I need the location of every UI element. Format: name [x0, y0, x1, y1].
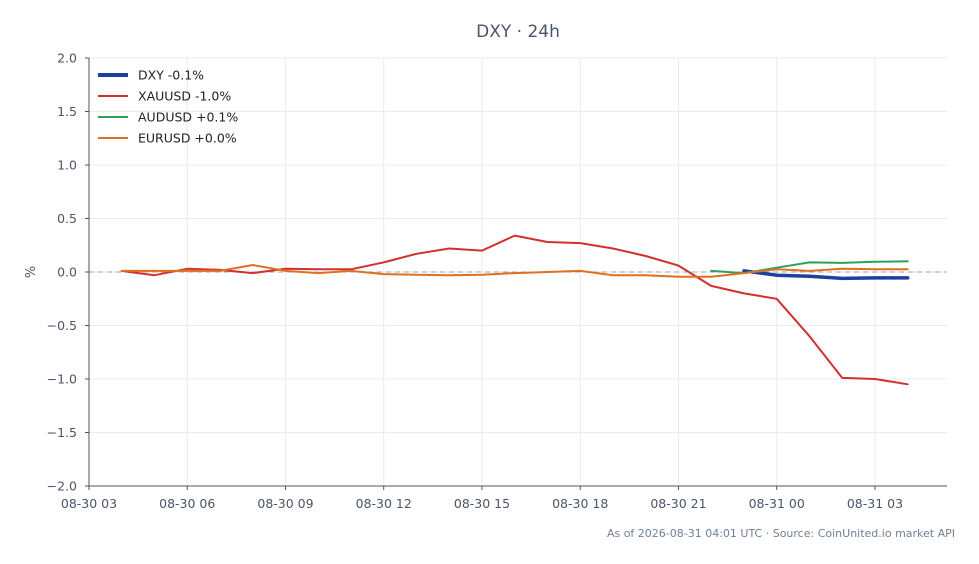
y-tick-label-3: 0.5: [57, 211, 77, 226]
series-line-1: [120, 234, 909, 386]
x-tick-label-4: 08-30 15: [454, 496, 510, 511]
x-tick-label-7: 08-31 00: [749, 496, 805, 511]
x-tick-label-6: 08-30 21: [650, 496, 706, 511]
source-footer: As of 2026-08-31 04:01 UTC · Source: Coi…: [607, 527, 955, 540]
legend-label-3: EURUSD +0.0%: [138, 131, 237, 146]
series-line-3: [120, 264, 909, 278]
y-tick-label-7: −1.5: [47, 425, 77, 440]
x-tick-label-2: 08-30 09: [257, 496, 313, 511]
x-tick-label-0: 08-30 03: [61, 496, 117, 511]
legend-label-0: DXY -0.1%: [138, 68, 204, 83]
y-tick-label-0: 2.0: [57, 51, 77, 66]
chart-title: DXY · 24h: [476, 22, 560, 42]
y-tick-label-6: −1.0: [47, 372, 77, 387]
legend-label-1: XAUUSD -1.0%: [138, 89, 231, 104]
y-axis-label: %: [24, 266, 39, 278]
legend-label-2: AUDUSD +0.1%: [138, 110, 238, 125]
series-line-0: [742, 269, 910, 281]
series-group: [120, 234, 910, 386]
y-tick-label-2: 1.0: [57, 158, 77, 173]
legend: DXY -0.1% XAUUSD -1.0% AUDUSD +0.1% EURUSD …: [98, 68, 238, 146]
x-tick-label-8: 08-31 03: [847, 496, 903, 511]
x-tick-label-5: 08-30 18: [552, 496, 608, 511]
x-tick-label-1: 08-30 06: [159, 496, 215, 511]
y-tick-label-8: −2.0: [47, 479, 77, 494]
x-tick-label-3: 08-30 12: [356, 496, 412, 511]
y-tick-label-1: 1.5: [57, 104, 77, 119]
y-tick-label-5: −0.5: [47, 318, 77, 333]
y-ticks: 2.0 1.5 1.0 0.5 0.0 −0.5 −1.0 −1.5 −2.0: [47, 51, 89, 494]
x-ticks: 08-30 03 08-30 06 08-30 09 08-30 12 08-30 15…: [61, 486, 903, 511]
y-tick-label-4: 0.0: [57, 265, 77, 280]
